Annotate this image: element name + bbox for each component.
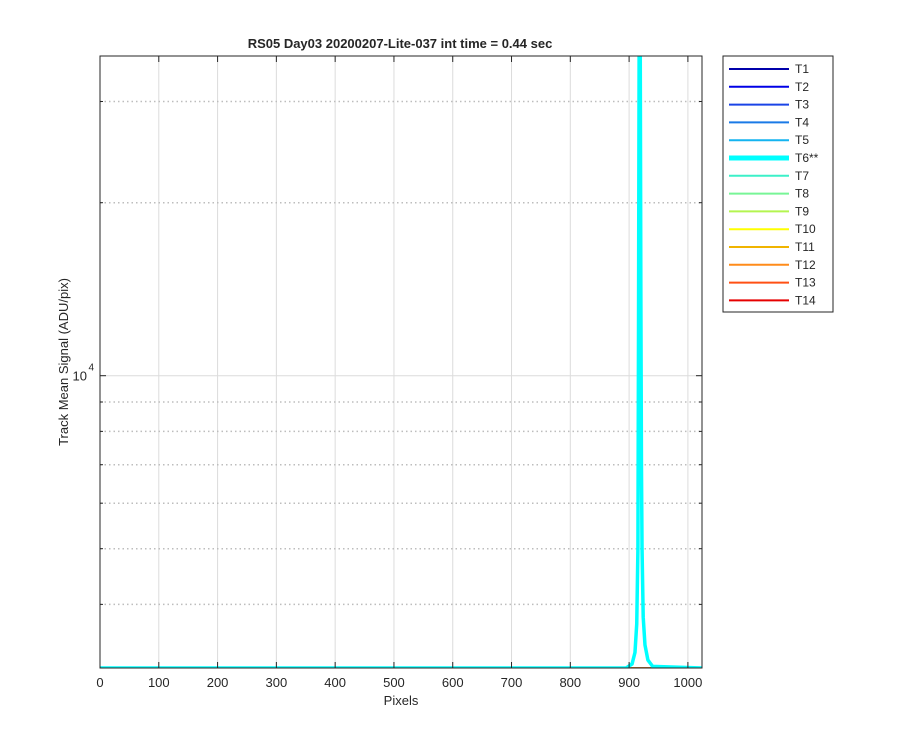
x-tick-label: 800 (559, 675, 581, 690)
legend-label-t2: T2 (795, 80, 809, 94)
legend-label-t12: T12 (795, 258, 816, 272)
y-tick-label-base: 10 (73, 369, 87, 384)
plot-lines (100, 56, 702, 668)
x-tick-label: 1000 (673, 675, 702, 690)
legend-items: T1 T2 T3 T4 T5 T6** T7 T8 T9 T10 T11 T12 T13 T14 (729, 62, 819, 307)
legend-label-t5: T5 (795, 133, 809, 147)
legend-label-t8: T8 (795, 187, 809, 201)
legend-label-t10: T10 (795, 222, 816, 236)
axes-box (99, 55, 703, 669)
x-tick-label: 600 (442, 675, 464, 690)
legend-box (722, 55, 834, 313)
chart-title: RS05 Day03 20200207-Lite-037 int time = … (248, 36, 553, 51)
legend-label-t9: T9 (795, 204, 809, 218)
legend-label-t7: T7 (795, 169, 809, 183)
legend-label-t11: T11 (795, 240, 815, 254)
x-axis-label: Pixels (384, 693, 419, 708)
y-tick-label-exponent: 4 (88, 363, 94, 374)
legend-label-t13: T13 (795, 276, 816, 290)
grid (99, 56, 702, 668)
x-tick-label: 200 (207, 675, 229, 690)
x-tick-label: 700 (501, 675, 523, 690)
legend-label-t14: T14 (795, 293, 816, 307)
x-tick-label: 400 (324, 675, 346, 690)
x-tick-label: 0 (96, 675, 103, 690)
legend-label-t3: T3 (795, 98, 809, 112)
series-line-t6 (100, 56, 702, 668)
x-tick-label: 500 (383, 675, 405, 690)
x-tick-label: 300 (266, 675, 288, 690)
legend-label-t1: T1 (795, 62, 809, 76)
x-tick-label: 100 (148, 675, 170, 690)
y-axis-label: Track Mean Signal (ADU/pix) (56, 278, 71, 446)
legend: T1 T2 T3 T4 T5 T6** T7 T8 T9 T10 T11 T12 T13 T14 (722, 55, 834, 313)
legend-label-t4: T4 (795, 115, 809, 129)
legend-label-t6: T6** (795, 151, 819, 165)
x-tick-label: 900 (618, 675, 640, 690)
axis-ticks: 0 100 200 300 400 500 600 700 800 900 1000 104 (73, 56, 702, 690)
